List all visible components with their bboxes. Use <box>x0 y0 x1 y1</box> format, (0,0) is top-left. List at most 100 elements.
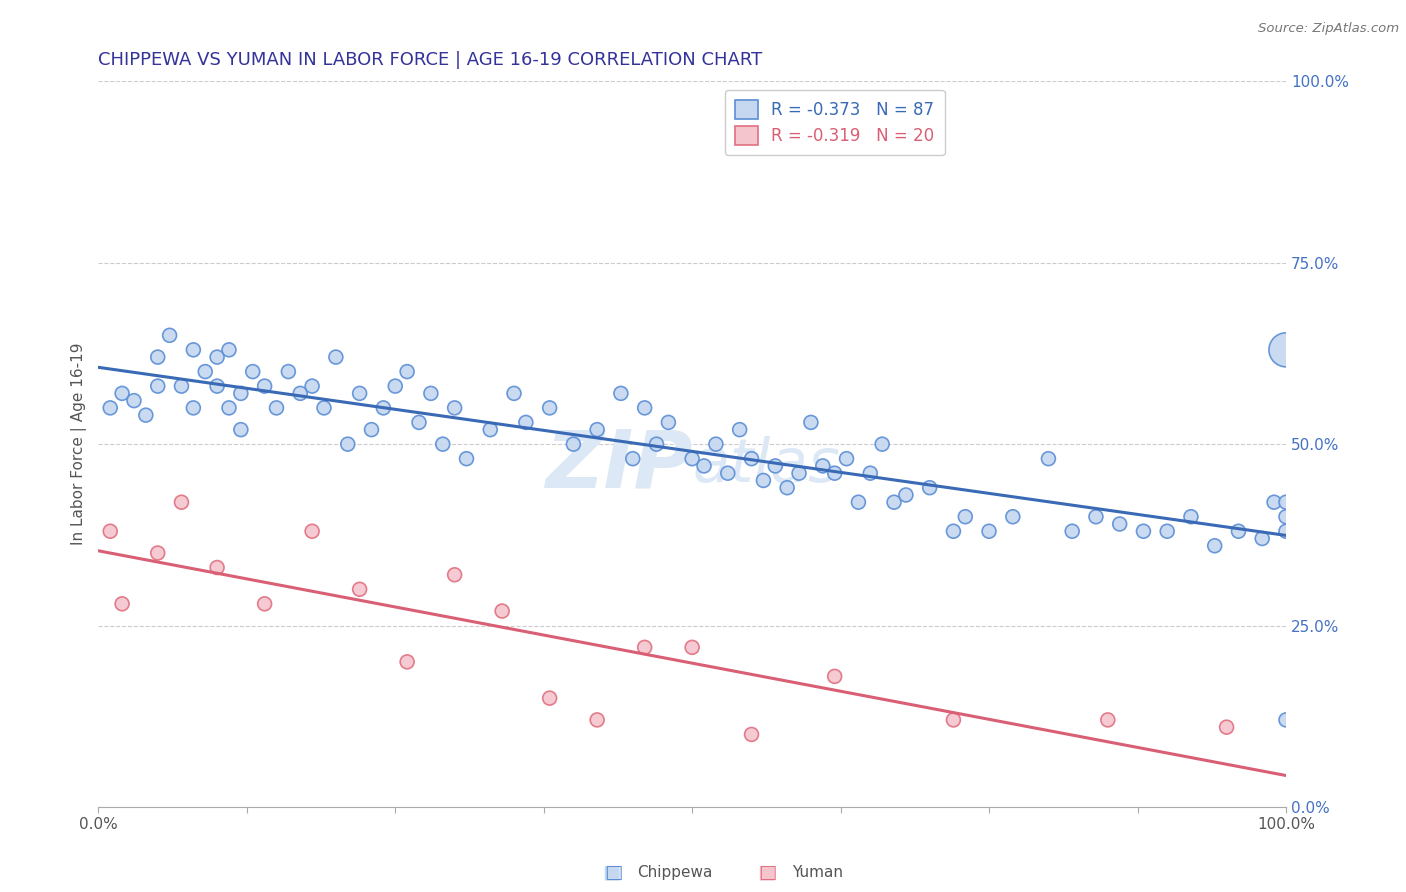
Point <box>432 437 454 451</box>
Point <box>848 495 870 509</box>
Point <box>1097 713 1119 727</box>
Point <box>479 423 502 437</box>
Text: □: □ <box>603 863 623 882</box>
Point <box>1215 720 1237 734</box>
Point <box>384 379 406 393</box>
Point <box>266 401 288 415</box>
Point <box>610 386 633 401</box>
Point <box>800 416 823 430</box>
Point <box>312 401 335 415</box>
Point <box>824 669 846 683</box>
Point <box>681 451 703 466</box>
Point <box>396 655 419 669</box>
Text: ■: ■ <box>756 863 776 882</box>
Point <box>229 423 252 437</box>
Point <box>1038 451 1060 466</box>
Point <box>1180 509 1202 524</box>
Point <box>538 691 561 706</box>
Point <box>146 379 169 393</box>
Point <box>977 524 1000 539</box>
Point <box>408 416 430 430</box>
Point <box>205 560 228 574</box>
Text: □: □ <box>758 863 778 882</box>
Point <box>835 451 858 466</box>
Point <box>170 379 193 393</box>
Point <box>894 488 917 502</box>
Point <box>325 350 347 364</box>
Point <box>301 524 323 539</box>
Point <box>205 350 228 364</box>
Point <box>883 495 905 509</box>
Point <box>146 350 169 364</box>
Point <box>562 437 585 451</box>
Point <box>515 416 537 430</box>
Point <box>491 604 513 618</box>
Point <box>253 597 276 611</box>
Point <box>776 481 799 495</box>
Point <box>205 379 228 393</box>
Text: atlas: atlas <box>692 436 839 495</box>
Point <box>763 458 786 473</box>
Point <box>704 437 727 451</box>
Point <box>98 401 121 415</box>
Point <box>146 546 169 560</box>
Point <box>955 509 977 524</box>
Text: ■: ■ <box>602 863 621 882</box>
Point <box>538 401 561 415</box>
Text: CHIPPEWA VS YUMAN IN LABOR FORCE | AGE 16-19 CORRELATION CHART: CHIPPEWA VS YUMAN IN LABOR FORCE | AGE 1… <box>98 51 762 69</box>
Point <box>741 727 763 741</box>
Text: Yuman: Yuman <box>792 865 842 880</box>
Point <box>1108 516 1130 531</box>
Point <box>1275 509 1298 524</box>
Point <box>1275 524 1298 539</box>
Point <box>242 365 264 379</box>
Point <box>645 437 668 451</box>
Legend: R = -0.373   N = 87, R = -0.319   N = 20: R = -0.373 N = 87, R = -0.319 N = 20 <box>724 90 945 155</box>
Point <box>1204 539 1226 553</box>
Point <box>1227 524 1250 539</box>
Point <box>349 582 371 597</box>
Point <box>693 458 716 473</box>
Point <box>717 466 740 480</box>
Point <box>1132 524 1154 539</box>
Point <box>159 328 181 343</box>
Point <box>111 597 134 611</box>
Point <box>824 466 846 480</box>
Point <box>301 379 323 393</box>
Point <box>111 386 134 401</box>
Point <box>1156 524 1178 539</box>
Point <box>633 640 655 655</box>
Point <box>1263 495 1285 509</box>
Point <box>728 423 751 437</box>
Point <box>1062 524 1084 539</box>
Point <box>787 466 810 480</box>
Point <box>443 401 465 415</box>
Point <box>1275 343 1298 357</box>
Point <box>633 401 655 415</box>
Y-axis label: In Labor Force | Age 16-19: In Labor Force | Age 16-19 <box>72 343 87 545</box>
Point <box>1251 532 1274 546</box>
Point <box>218 401 240 415</box>
Point <box>1001 509 1024 524</box>
Point <box>1275 713 1298 727</box>
Point <box>419 386 441 401</box>
Point <box>752 474 775 488</box>
Point <box>218 343 240 357</box>
Point <box>456 451 478 466</box>
Point <box>657 416 679 430</box>
Point <box>741 451 763 466</box>
Point <box>681 640 703 655</box>
Point <box>942 524 965 539</box>
Point <box>349 386 371 401</box>
Point <box>870 437 893 451</box>
Point <box>942 713 965 727</box>
Point <box>229 386 252 401</box>
Text: Chippewa: Chippewa <box>637 865 713 880</box>
Point <box>503 386 526 401</box>
Point <box>122 393 145 408</box>
Text: ZIP: ZIP <box>544 427 692 505</box>
Point <box>396 365 419 379</box>
Point <box>194 365 217 379</box>
Point <box>859 466 882 480</box>
Point <box>135 408 157 422</box>
